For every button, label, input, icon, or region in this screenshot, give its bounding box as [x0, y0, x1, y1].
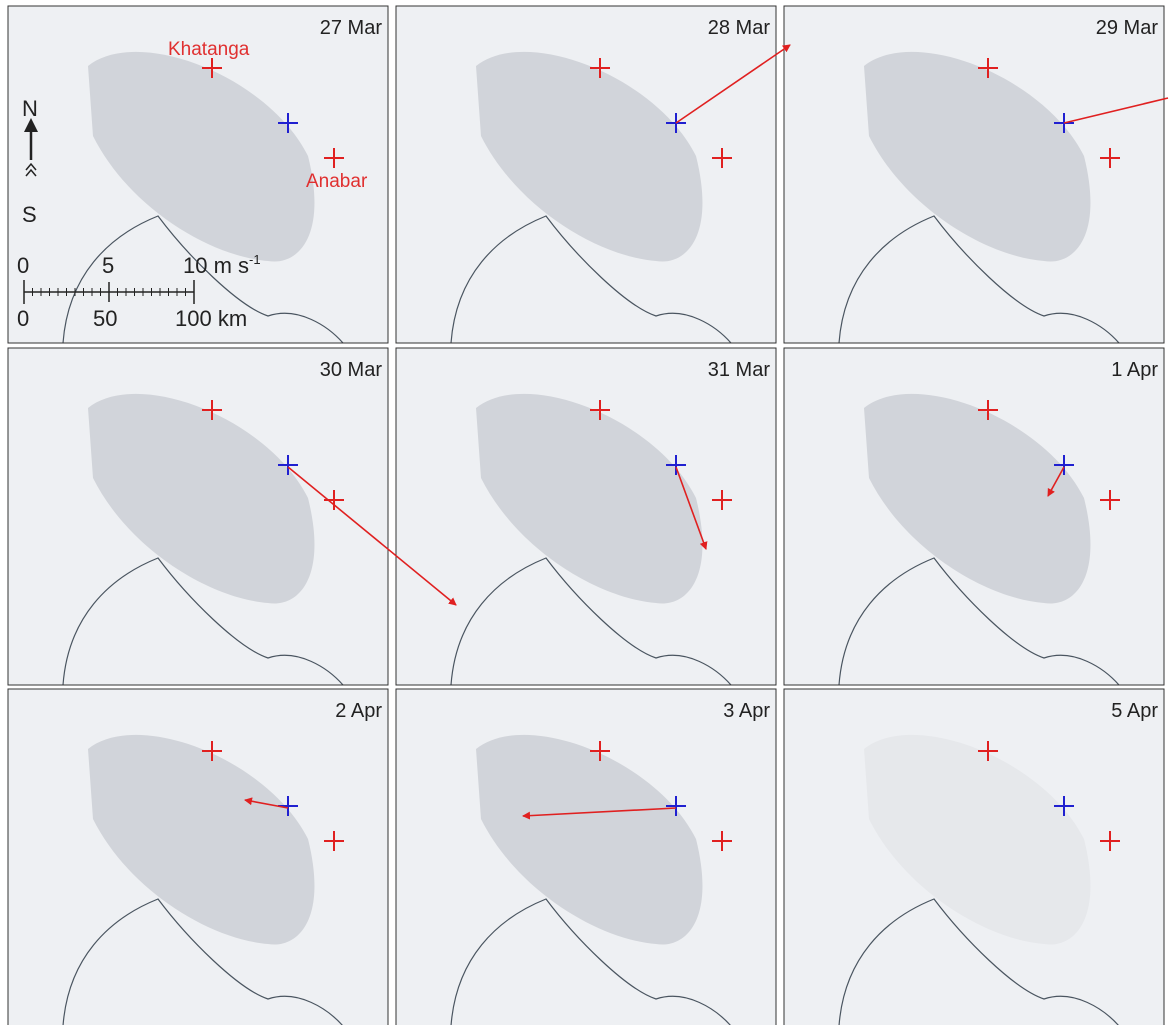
- scale-label: 0: [17, 306, 29, 331]
- panel-date: 29 Mar: [1096, 17, 1159, 39]
- panel-date: 28 Mar: [708, 17, 771, 39]
- panel-date: 5 Apr: [1111, 700, 1158, 722]
- place-label: Khatanga: [168, 39, 250, 60]
- scale-label: 50: [93, 306, 117, 331]
- panel-date: 27 Mar: [320, 17, 383, 39]
- compass-south: S: [22, 202, 37, 227]
- scale-label: 0: [17, 253, 29, 278]
- panel-date: 31 Mar: [708, 359, 771, 381]
- scale-label: 10 m s-1: [183, 252, 261, 278]
- place-label: Anabar: [306, 171, 368, 192]
- panel-date: 1 Apr: [1111, 359, 1158, 381]
- panel-date: 2 Apr: [335, 700, 382, 722]
- figure: 27 Mar 28 Mar 29 Mar 30 Mar 31 Mar 1 Apr 2 Apr…: [0, 0, 1169, 1025]
- scale-label: 100 km: [175, 306, 247, 331]
- panel-date: 3 Apr: [723, 700, 770, 722]
- panel-date: 30 Mar: [320, 359, 383, 381]
- scale-unit: 10 m s: [183, 253, 249, 278]
- scale-exponent: -1: [249, 252, 261, 267]
- compass-north: N: [22, 96, 38, 121]
- panel-grid: 27 Mar 28 Mar 29 Mar 30 Mar 31 Mar 1 Apr 2 Apr…: [8, 6, 1164, 1025]
- scale-label: 5: [102, 253, 114, 278]
